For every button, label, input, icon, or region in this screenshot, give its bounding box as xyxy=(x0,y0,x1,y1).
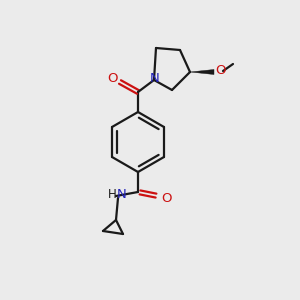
Text: N: N xyxy=(117,188,127,202)
Text: O: O xyxy=(161,191,171,205)
Polygon shape xyxy=(190,70,214,74)
Text: O: O xyxy=(107,71,117,85)
Text: N: N xyxy=(150,71,160,85)
Text: H: H xyxy=(108,188,116,202)
Text: O: O xyxy=(216,64,226,77)
